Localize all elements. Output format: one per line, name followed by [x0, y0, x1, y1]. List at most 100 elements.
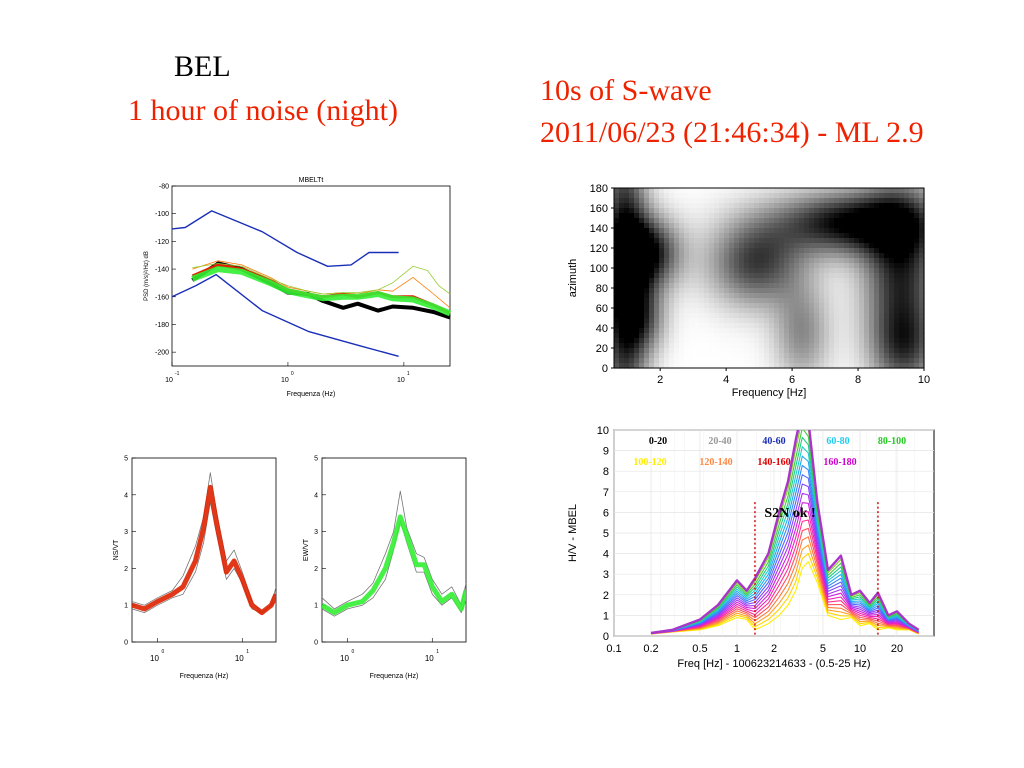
heatmap-cell	[664, 243, 670, 249]
heatmap-cell	[909, 363, 915, 369]
heatmap-cell	[764, 213, 770, 219]
heatmap-cell	[744, 268, 750, 274]
heatmap-cell	[839, 348, 845, 354]
heatmap-cell	[714, 213, 720, 219]
heatmap-cell	[639, 358, 645, 364]
heatmap-cell	[719, 198, 725, 204]
heatmap-cell	[874, 358, 880, 364]
psd-series-line	[192, 263, 451, 295]
heatmap-cell	[619, 203, 625, 209]
heatmap-cell	[814, 313, 820, 319]
heatmap-cell	[799, 268, 805, 274]
azimuth-ytick-label: 100	[590, 263, 608, 275]
heatmap-cell	[689, 308, 695, 314]
heatmap-cell	[874, 363, 880, 369]
heatmap-cell	[754, 188, 760, 194]
heatmap-cell	[829, 363, 835, 369]
heatmap-cell	[669, 208, 675, 214]
heatmap-cell	[619, 248, 625, 254]
heatmap-cell	[804, 278, 810, 284]
hv-ew-series-line	[322, 514, 466, 616]
heatmap-cell	[759, 243, 765, 249]
heatmap-cell	[834, 363, 840, 369]
heatmap-cell	[679, 303, 685, 309]
heatmap-cell	[714, 308, 720, 314]
heatmap-cell	[844, 293, 850, 299]
heatmap-cell	[849, 313, 855, 319]
heatmap-cell	[839, 253, 845, 259]
heatmap-cell	[829, 253, 835, 259]
heatmap-cell	[859, 273, 865, 279]
heatmap-cell	[649, 358, 655, 364]
heatmap-cell	[834, 193, 840, 199]
heatmap-cell	[734, 248, 740, 254]
heatmap-cell	[774, 203, 780, 209]
heatmap-cell	[834, 288, 840, 294]
heatmap-cell	[794, 218, 800, 224]
heatmap-cell	[714, 188, 720, 194]
heatmap-cell	[879, 203, 885, 209]
heatmap-cell	[869, 283, 875, 289]
heatmap-cell	[774, 278, 780, 284]
heatmap-cell	[869, 363, 875, 369]
heatmap-cell	[779, 328, 785, 334]
heatmap-cell	[654, 238, 660, 244]
heatmap-cell	[659, 303, 665, 309]
heatmap-cell	[749, 238, 755, 244]
heatmap-cell	[694, 348, 700, 354]
heatmap-cell	[639, 208, 645, 214]
heatmap-cell	[704, 283, 710, 289]
heatmap-cell	[884, 248, 890, 254]
heatmap-cell	[884, 293, 890, 299]
heatmap-cell	[624, 308, 630, 314]
heatmap-cell	[724, 243, 730, 249]
heatmap-cell	[654, 198, 660, 204]
heatmap-cell	[779, 293, 785, 299]
heatmap-cell	[879, 353, 885, 359]
heatmap-cell	[674, 303, 680, 309]
heatmap-cell	[854, 263, 860, 269]
heatmap-cell	[759, 218, 765, 224]
heatmap-cell	[684, 258, 690, 264]
heatmap-cell	[884, 223, 890, 229]
heatmap-cell	[754, 243, 760, 249]
heatmap-cell	[839, 288, 845, 294]
heatmap-cell	[819, 268, 825, 274]
heatmap-cell	[874, 343, 880, 349]
heatmap-cell	[774, 318, 780, 324]
heatmap-cell	[849, 233, 855, 239]
heatmap-cell	[774, 358, 780, 364]
heatmap-cell	[774, 243, 780, 249]
heatmap-cell	[869, 198, 875, 204]
heatmap-cell	[674, 298, 680, 304]
heatmap-cell	[859, 208, 865, 214]
heatmap-cell	[869, 263, 875, 269]
heatmap-cell	[729, 263, 735, 269]
heatmap-cell	[779, 253, 785, 259]
heatmap-cell	[629, 278, 635, 284]
heatmap-cell	[864, 363, 870, 369]
heatmap-cell	[789, 208, 795, 214]
heatmap-cell	[719, 283, 725, 289]
heatmap-cell	[814, 243, 820, 249]
heatmap-cell	[814, 363, 820, 369]
heatmap-cell	[639, 273, 645, 279]
heatmap-cell	[684, 253, 690, 259]
heatmap-cell	[854, 193, 860, 199]
heatmap-cell	[714, 203, 720, 209]
heatmap-cell	[889, 328, 895, 334]
heatmap-cell	[669, 268, 675, 274]
heatmap-cell	[804, 308, 810, 314]
heatmap-cell	[824, 203, 830, 209]
heatmap-cell	[624, 293, 630, 299]
heatmap-cell	[664, 278, 670, 284]
heatmap-cell	[849, 243, 855, 249]
heatmap-cell	[754, 213, 760, 219]
heatmap-cell	[864, 238, 870, 244]
heatmap-cell	[664, 288, 670, 294]
heatmap-cell	[634, 358, 640, 364]
heatmap-cell	[644, 313, 650, 319]
heatmap-cell	[729, 323, 735, 329]
heatmap-cell	[754, 313, 760, 319]
heatmap-cell	[904, 278, 910, 284]
